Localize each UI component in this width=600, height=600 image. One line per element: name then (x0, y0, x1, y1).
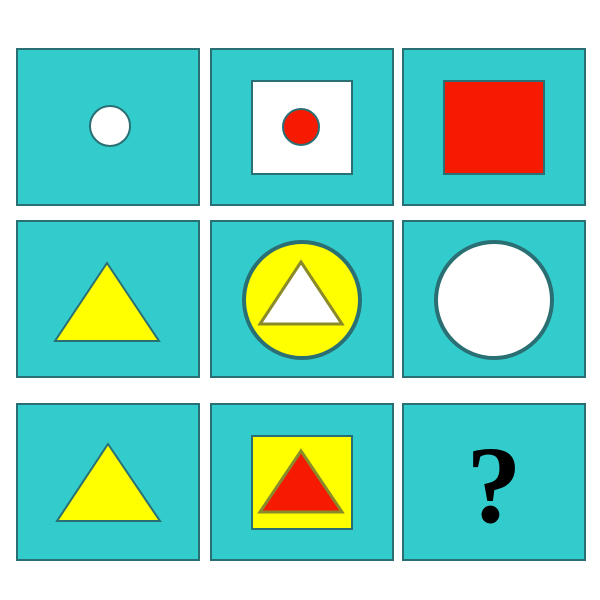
white-triangle (257, 259, 345, 326)
red-square (443, 80, 545, 175)
yellow-triangle (55, 442, 162, 522)
red-triangle (257, 448, 345, 514)
question-mark: ? (467, 424, 522, 546)
yellow-triangle (53, 261, 161, 342)
large-white-circle (434, 240, 554, 360)
red-circle (282, 108, 320, 146)
cell-r3-c2[interactable] (210, 403, 394, 561)
cell-r3-c3[interactable] (402, 403, 586, 561)
small-white-circle (89, 105, 131, 147)
